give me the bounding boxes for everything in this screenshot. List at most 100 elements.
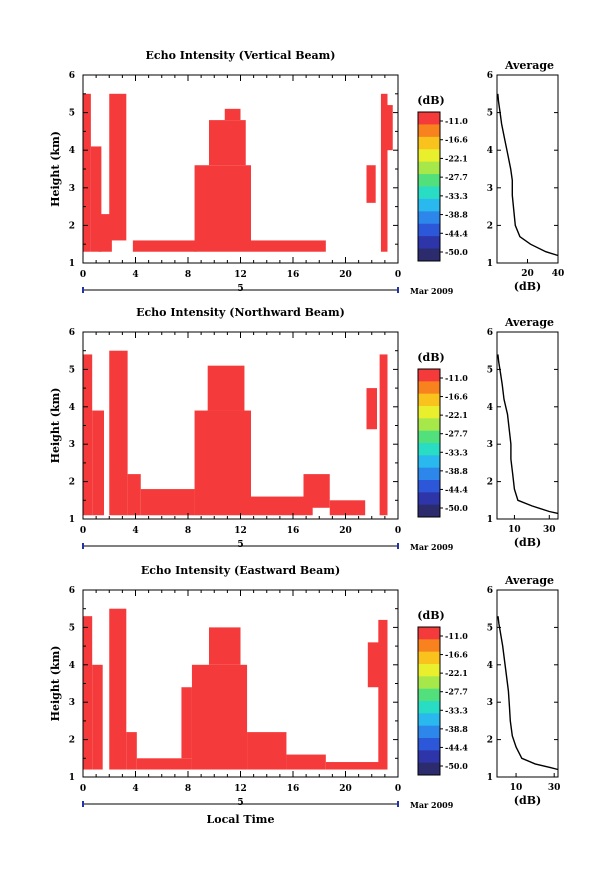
panel-2: Echo Intensity (Northward Beam)123456Hei… — [49, 306, 559, 552]
echo-region — [366, 388, 377, 430]
panel-1: Echo Intensity (Vertical Beam)123456Heig… — [49, 49, 564, 296]
profile-title: Average — [504, 59, 554, 72]
profile-x-tick-label: 30 — [548, 783, 561, 793]
panel-3: Echo Intensity (Eastward Beam)123456Heig… — [49, 564, 560, 826]
echo-region — [247, 732, 287, 770]
echo-region — [378, 619, 388, 770]
colorbar-label: -27.7 — [445, 429, 468, 439]
echo-region — [379, 354, 388, 516]
profile-title: Average — [504, 316, 554, 329]
colorbar-segment — [418, 713, 440, 727]
y-tick-label: 3 — [69, 440, 75, 450]
colorbar-label: -44.4 — [445, 484, 468, 494]
profile-y-tick-label: 4 — [487, 146, 493, 156]
profile-y-tick-label: 3 — [487, 440, 493, 450]
colorbar-segment — [418, 248, 440, 262]
x-tick-label: 12 — [234, 784, 247, 794]
y-tick-label: 2 — [69, 221, 75, 231]
colorbar-label: -33.3 — [445, 447, 468, 457]
profile-y-tick-label: 2 — [487, 478, 493, 488]
colorbar-label: -22.1 — [445, 668, 468, 678]
colorbar-segment — [418, 676, 440, 690]
profile-x-tick-label: 10 — [510, 783, 523, 793]
x-tick-label: 4 — [132, 784, 138, 794]
profile-y-tick-label: 5 — [487, 109, 493, 119]
colorbar-label: -38.8 — [445, 210, 468, 220]
echo-region — [224, 108, 241, 121]
y-tick-label: 6 — [69, 328, 75, 338]
y-tick-label: 1 — [69, 773, 75, 783]
colorbar-segment — [418, 664, 440, 677]
colorbar-frame — [417, 368, 441, 518]
echo-region — [367, 642, 380, 688]
colorbar-label: -50.0 — [445, 503, 468, 513]
colorbar-segment — [418, 639, 440, 653]
x-tick-label: 0 — [80, 526, 86, 536]
colorbar-segment — [418, 161, 440, 175]
echo-region — [194, 410, 251, 516]
y-tick-label: 6 — [69, 71, 75, 81]
colorbar-segment — [418, 369, 440, 382]
profile-y-tick-label: 6 — [487, 328, 493, 338]
colorbar-segment — [418, 211, 440, 225]
colorbar-segment — [418, 725, 440, 739]
echo-region — [251, 240, 326, 252]
echo-region — [90, 146, 102, 252]
echo-region — [140, 489, 195, 516]
colorbar-segment — [418, 136, 440, 150]
colorbar-segment — [418, 738, 440, 751]
x-tick-label: 16 — [287, 526, 300, 536]
profile-y-tick-label: 5 — [487, 365, 493, 375]
panel-title: Echo Intensity (Eastward Beam) — [141, 564, 340, 577]
colorbar-segment — [418, 418, 440, 432]
colorbar-label: -11.0 — [445, 116, 468, 126]
colorbar-frame — [417, 111, 441, 262]
colorbar-segment — [418, 443, 440, 456]
x-tick-label: 0 — [80, 270, 86, 280]
profile-y-tick-label: 3 — [487, 184, 493, 194]
profile-y-tick-label: 6 — [487, 71, 493, 81]
colorbar-label: -44.4 — [445, 228, 468, 238]
profile-y-tick-label: 4 — [487, 661, 493, 671]
colorbar-label: -11.0 — [445, 631, 468, 641]
colorbar-segment — [418, 750, 440, 764]
colorbar-label: -50.0 — [445, 247, 468, 257]
x-tick-label: 0 — [395, 784, 401, 794]
y-tick-label: 4 — [69, 403, 75, 413]
colorbar-label: -27.7 — [445, 687, 468, 697]
profile-y-tick-label: 2 — [487, 221, 493, 231]
echo-region — [92, 664, 103, 770]
profile-x-tick-label: 10 — [508, 525, 521, 535]
colorbar-segment — [418, 112, 440, 125]
colorbar-label: -22.1 — [445, 153, 468, 163]
y-axis-label: Height (km) — [49, 131, 62, 207]
profile-x-label: (dB) — [514, 280, 541, 293]
colorbar-label: -11.0 — [445, 373, 468, 383]
colorbar-unit: (dB) — [417, 94, 444, 107]
y-tick-label: 4 — [69, 146, 75, 156]
x-tick-label: 4 — [132, 526, 138, 536]
panel-title: Echo Intensity (Northward Beam) — [136, 306, 345, 319]
x-axis-label: Local Time — [207, 813, 275, 826]
echo-region — [126, 732, 137, 770]
colorbar-segment — [418, 480, 440, 493]
colorbar-segment — [418, 651, 440, 665]
y-tick-label: 6 — [69, 586, 75, 596]
echo-region — [286, 754, 326, 770]
colorbar-segment — [418, 504, 440, 518]
colorbar-segment — [418, 186, 440, 200]
x-tick-label: 4 — [132, 270, 138, 280]
y-axis-label: Height (km) — [49, 646, 62, 722]
profile-x-tick-label: 20 — [521, 269, 534, 279]
colorbar-frame — [417, 626, 441, 776]
y-tick-label: 3 — [69, 184, 75, 194]
echo-region — [387, 105, 393, 151]
y-tick-label: 5 — [69, 109, 75, 119]
colorbar-label: -38.8 — [445, 466, 468, 476]
date-month: Mar 2009 — [410, 286, 454, 296]
y-tick-label: 1 — [69, 259, 75, 269]
date-day: 5 — [237, 798, 243, 808]
colorbar-segment — [418, 174, 440, 187]
echo-region — [209, 120, 246, 166]
x-tick-label: 20 — [339, 784, 352, 794]
